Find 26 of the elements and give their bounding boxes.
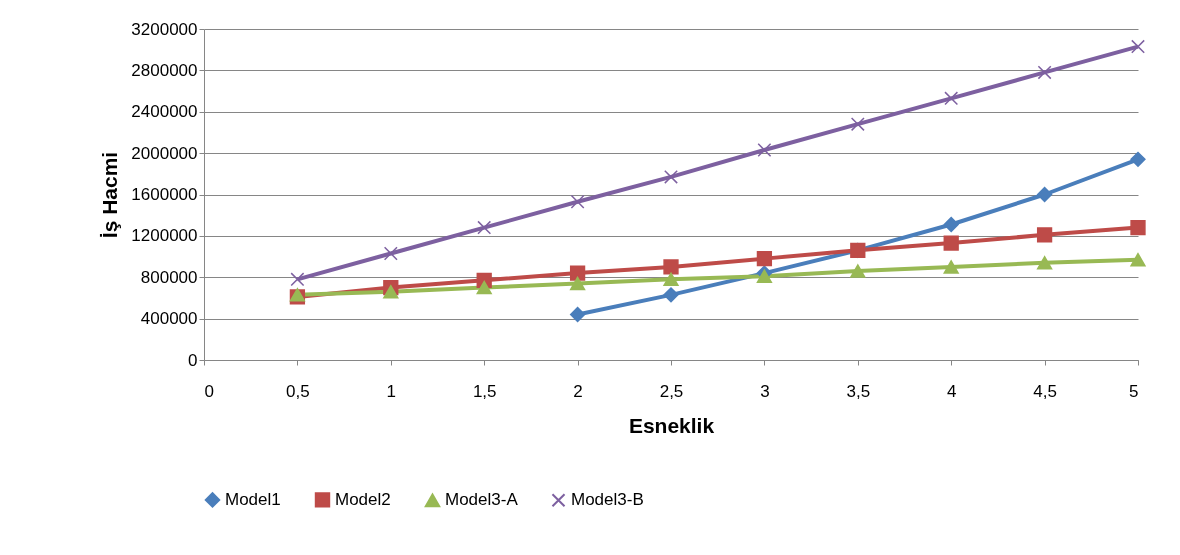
x-tick-label: 1 xyxy=(386,381,397,401)
y-tick-label: 0 xyxy=(188,350,198,370)
x-tick-label: 1,5 xyxy=(472,381,497,401)
y-tick-label: 2000000 xyxy=(131,143,198,163)
y-tick-label: 2800000 xyxy=(131,60,198,80)
y-tick-label: 3200000 xyxy=(131,19,198,39)
legend-label: Model2 xyxy=(335,489,391,509)
legend-label: Model3-A xyxy=(445,490,519,510)
x-tick-label: 4,5 xyxy=(1033,381,1057,401)
y-tick-label: 1200000 xyxy=(131,226,198,246)
y-tick-label: 400000 xyxy=(140,309,198,329)
x-tick-label: 3 xyxy=(760,381,770,401)
x-tick-label: 2 xyxy=(573,381,583,401)
x-tick-label: 3,5 xyxy=(846,381,871,401)
y-axis-title: İş Hacmi xyxy=(98,151,122,239)
x-axis-title: Esneklik xyxy=(628,413,715,437)
x-tick-label: 2,5 xyxy=(659,381,684,401)
legend-label: Model1 xyxy=(225,489,281,509)
x-tick-label: 4 xyxy=(946,381,957,401)
y-tick-label: 800000 xyxy=(140,267,198,287)
x-tick-label: 0,5 xyxy=(286,381,310,401)
x-tick-label: 0 xyxy=(204,381,214,401)
y-tick-label: 2400000 xyxy=(131,102,198,122)
y-tick-label: 1600000 xyxy=(131,185,198,204)
x-tick-label: 5 xyxy=(1129,381,1139,401)
legend-label: Model3-B xyxy=(571,490,644,510)
